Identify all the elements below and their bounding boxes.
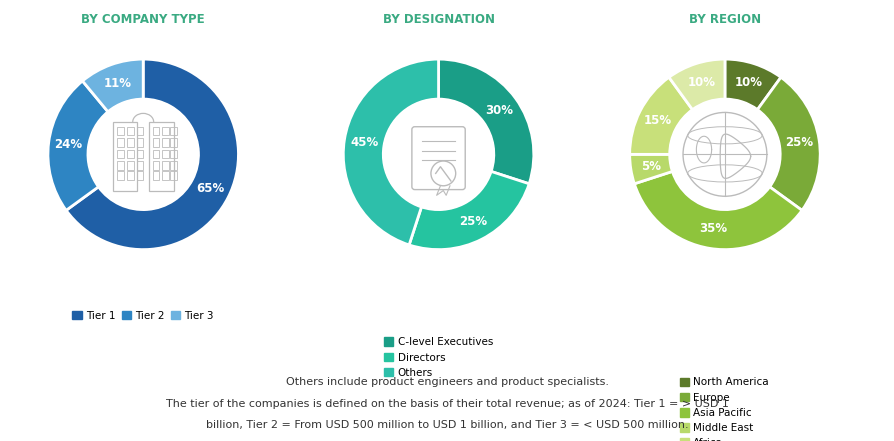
Text: BY COMPANY TYPE: BY COMPANY TYPE [81, 13, 205, 26]
Text: 45%: 45% [350, 136, 378, 149]
Bar [137, 127, 143, 135]
Bar [148, 122, 173, 191]
Bar [127, 127, 133, 135]
Bar [170, 127, 176, 135]
Circle shape [669, 99, 780, 209]
Text: 11%: 11% [104, 77, 131, 90]
Bar [162, 161, 169, 170]
Wedge shape [634, 172, 801, 250]
Text: 30%: 30% [485, 104, 513, 116]
Wedge shape [343, 59, 438, 245]
Wedge shape [82, 59, 143, 112]
Text: BY DESIGNATION: BY DESIGNATION [382, 13, 494, 26]
Bar [117, 138, 124, 147]
Bar [127, 149, 133, 158]
Bar [153, 172, 159, 180]
Wedge shape [409, 172, 528, 250]
Bar [137, 161, 143, 170]
Bar [137, 138, 143, 147]
Text: 10%: 10% [733, 76, 762, 89]
Bar [127, 172, 133, 180]
Circle shape [88, 99, 198, 209]
Bar [137, 149, 143, 158]
Bar [117, 172, 124, 180]
Wedge shape [756, 77, 819, 210]
Bar [153, 138, 159, 147]
Legend: Tier 1, Tier 2, Tier 3: Tier 1, Tier 2, Tier 3 [72, 310, 214, 321]
Bar [162, 138, 169, 147]
Text: 24%: 24% [55, 138, 82, 151]
Wedge shape [48, 81, 108, 210]
Text: The tier of the companies is defined on the basis of their total revenue; as of : The tier of the companies is defined on … [166, 399, 728, 409]
Wedge shape [438, 59, 533, 184]
Bar [162, 172, 169, 180]
Bar [117, 127, 124, 135]
Wedge shape [66, 59, 238, 250]
Legend: C-level Executives, Directors, Others: C-level Executives, Directors, Others [384, 337, 493, 378]
Text: 25%: 25% [458, 215, 486, 228]
Text: BY REGION: BY REGION [688, 13, 760, 26]
Bar [153, 161, 159, 170]
Bar [117, 149, 124, 158]
Text: 65%: 65% [196, 182, 224, 195]
Wedge shape [629, 154, 671, 184]
Bar [170, 149, 176, 158]
Circle shape [383, 99, 493, 209]
Bar [162, 149, 169, 158]
Text: billion, Tier 2 = From USD 500 million to USD 1 billion, and Tier 3 = < USD 500 : billion, Tier 2 = From USD 500 million t… [206, 420, 688, 430]
Legend: North America, Europe, Asia Pacific, Middle East, Africa, South America: North America, Europe, Asia Pacific, Mid… [679, 377, 769, 441]
Bar [127, 138, 133, 147]
Bar [117, 161, 124, 170]
Bar [153, 149, 159, 158]
Text: 5%: 5% [640, 160, 660, 172]
Wedge shape [668, 59, 724, 110]
Bar [137, 172, 143, 180]
Text: Others include product engineers and product specialists.: Others include product engineers and pro… [286, 377, 608, 387]
Bar [170, 138, 176, 147]
Bar [162, 127, 169, 135]
Bar [113, 122, 138, 191]
Bar [170, 161, 176, 170]
Text: 15%: 15% [643, 114, 671, 127]
Bar [170, 172, 176, 180]
Text: 10%: 10% [687, 76, 715, 89]
Bar [127, 161, 133, 170]
Bar [153, 127, 159, 135]
Text: 25%: 25% [784, 136, 813, 149]
Wedge shape [629, 77, 692, 154]
Wedge shape [724, 59, 780, 110]
Text: 35%: 35% [698, 222, 727, 235]
